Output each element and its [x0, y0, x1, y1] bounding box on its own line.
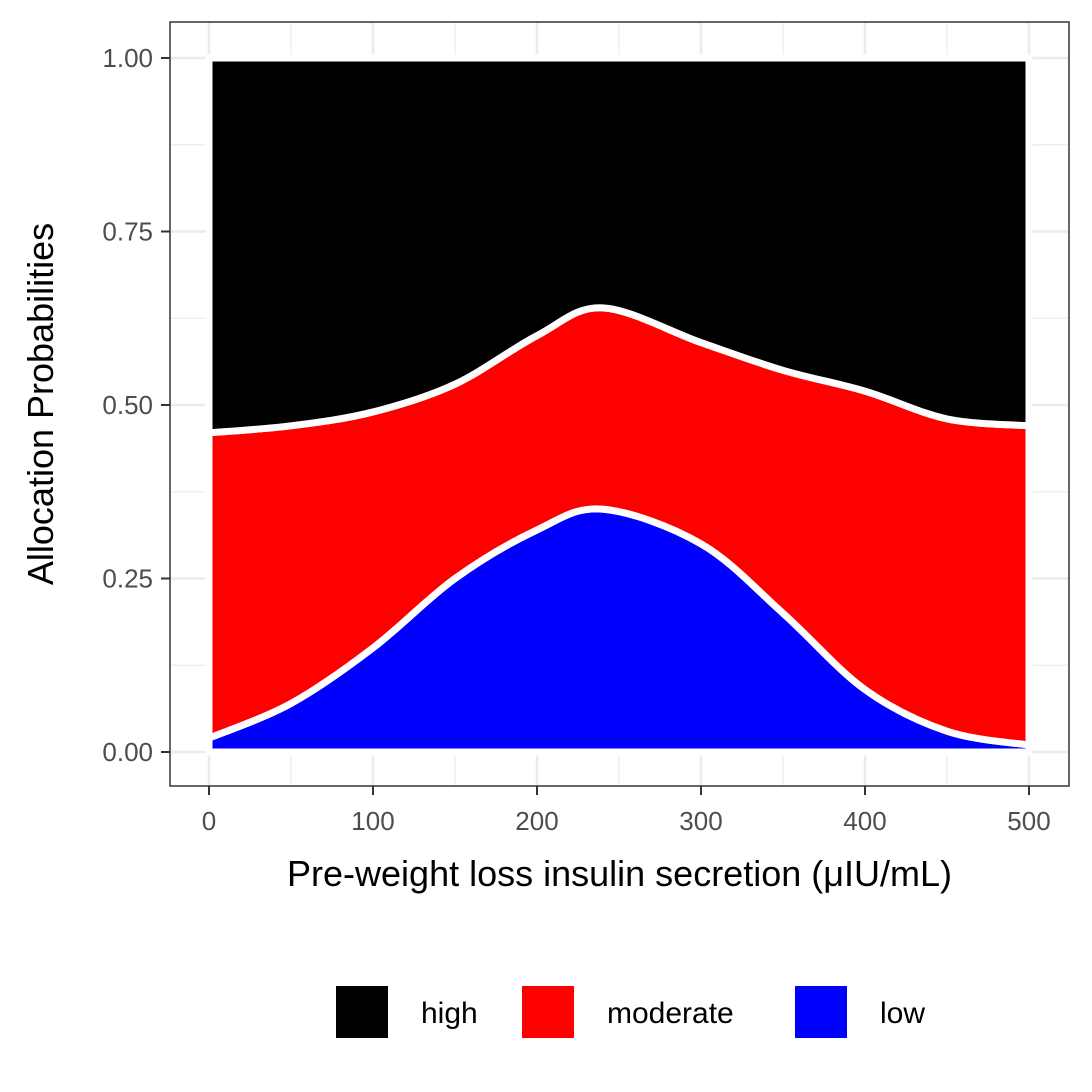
x-tick-label: 0	[202, 806, 216, 836]
legend-label: moderate	[607, 997, 734, 1030]
y-axis-title: Allocation Probabilities	[20, 223, 61, 585]
legend-item-low: low	[795, 986, 925, 1038]
x-tick-label: 200	[515, 806, 558, 836]
y-tick-label: 0.25	[102, 564, 153, 594]
legend-item-high: high	[336, 986, 478, 1038]
y-tick-label: 0.50	[102, 390, 153, 420]
stacked-areas	[205, 54, 1033, 756]
legend-key-low	[795, 986, 847, 1038]
axes: 0 100 200 300 400 500 0.00 0.25 0.50 0.75 1.00	[102, 43, 1050, 836]
area-high	[205, 54, 1033, 437]
y-tick-label: 0.00	[102, 737, 153, 767]
legend-label: high	[421, 997, 478, 1030]
y-tick-label: 1.00	[102, 43, 153, 73]
x-tick-label: 400	[843, 806, 886, 836]
x-tick-label: 100	[351, 806, 394, 836]
legend-key-high	[336, 986, 388, 1038]
legend-label: low	[880, 997, 925, 1030]
x-axis-title: Pre-weight loss insulin secretion (μIU/m…	[287, 853, 952, 894]
x-tick-label: 300	[679, 806, 722, 836]
legend-item-moderate: moderate	[522, 986, 734, 1038]
y-tick-label: 0.75	[102, 217, 153, 247]
legend-key-moderate	[522, 986, 574, 1038]
legend: high moderate low	[336, 986, 925, 1038]
x-tick-label: 500	[1007, 806, 1050, 836]
